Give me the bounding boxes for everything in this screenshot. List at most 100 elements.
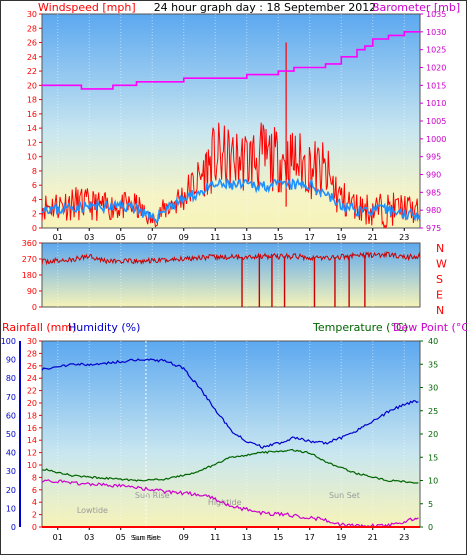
compass-label: N (436, 304, 444, 317)
rainfall-tick-label: 16 (27, 424, 37, 433)
rain-humidity-temperature-panel: 0102030405060708090100024681012141618202… (1, 337, 438, 542)
barometer-tick-label: 1000 (426, 135, 446, 144)
humidity-tick-label: 30 (6, 467, 16, 476)
sun-event-tick-label: Sun Rise (131, 534, 161, 542)
humidity-tick-label: 0 (11, 523, 16, 532)
hour-tick-label: 17 (305, 233, 315, 242)
humidity-tick-label: 50 (6, 430, 16, 439)
temperature-tick-label: 5 (428, 500, 433, 509)
windspeed-tick-label: 18 (27, 96, 37, 105)
dewpoint-axis-title: Dew Point (°C) (393, 321, 467, 334)
compass-label: E (436, 289, 443, 302)
hour-tick-label: 11 (210, 533, 220, 542)
temperature-tick-label: 0 (428, 523, 433, 532)
rainfall-tick-label: 10 (27, 461, 37, 470)
temperature-tick-label: 10 (428, 477, 438, 486)
temperature-tick-label: 15 (428, 453, 438, 462)
hour-tick-label: 01 (53, 233, 63, 242)
plot-annotation: Hightide (208, 498, 242, 507)
rainfall-tick-label: 20 (27, 399, 37, 408)
humidity-axis-title: Humidity (%) (68, 321, 140, 334)
plot-annotation: Sun Rise (135, 491, 170, 500)
plot-annotation: Lowtide (77, 506, 108, 515)
hour-tick-label: 09 (179, 233, 189, 242)
barometer-tick-label: 990 (426, 171, 441, 180)
windspeed-axis-title: Windspeed [mph] (38, 1, 136, 14)
hour-tick-label: 23 (399, 533, 409, 542)
windspeed-tick-label: 16 (27, 110, 37, 119)
rainfall-tick-label: 28 (27, 349, 37, 358)
hour-tick-label: 15 (273, 233, 283, 242)
barometer-tick-label: 1005 (426, 117, 446, 126)
rainfall-tick-label: 18 (27, 411, 37, 420)
windspeed-tick-label: 8 (32, 167, 37, 176)
humidity-tick-label: 10 (6, 504, 16, 513)
barometer-tick-label: 975 (426, 224, 441, 233)
barometer-series (41, 31, 420, 90)
hour-tick-label: 13 (242, 533, 252, 542)
barometer-tick-label: 1030 (426, 28, 446, 37)
humidity-tick-label: 20 (6, 486, 16, 495)
barometer-tick-label: 1020 (426, 64, 446, 73)
hour-tick-label: 13 (242, 233, 252, 242)
barometer-tick-label: 1015 (426, 81, 446, 90)
direction-tick-label: 180 (22, 271, 37, 280)
rainfall-tick-label: 30 (27, 337, 37, 346)
hour-tick-label: 23 (399, 233, 409, 242)
windspeed-tick-label: 20 (27, 81, 37, 90)
rainfall-tick-label: 6 (32, 486, 37, 495)
rainfall-axis-title: Rainfall (mm) (2, 321, 76, 334)
hour-tick-label: 11 (210, 233, 220, 242)
humidity-tick-label: 90 (6, 356, 16, 365)
windspeed-tick-label: 6 (32, 181, 37, 190)
rainfall-tick-label: 22 (27, 387, 37, 396)
hour-tick-label: 05 (116, 233, 126, 242)
compass-label: S (436, 273, 443, 286)
windspeed-tick-label: 2 (32, 210, 37, 219)
plot-area-background (42, 341, 420, 527)
humidity-tick-label: 100 (1, 337, 16, 346)
direction-tick-label: 270 (22, 255, 37, 264)
humidity-tick-label: 60 (6, 411, 16, 420)
humidity-series (41, 358, 419, 449)
hour-tick-label: 01 (53, 533, 63, 542)
hour-tick-label: 09 (179, 533, 189, 542)
direction-tick-label: 360 (22, 239, 37, 248)
rainfall-tick-label: 4 (32, 498, 37, 507)
humidity-tick-label: 80 (6, 374, 16, 383)
humidity-tick-label: 40 (6, 449, 16, 458)
hour-tick-label: 21 (368, 533, 378, 542)
rainfall-tick-label: 0 (32, 523, 37, 532)
barometer-tick-label: 985 (426, 188, 441, 197)
temperature-tick-label: 20 (428, 430, 438, 439)
barometer-tick-label: 995 (426, 153, 441, 162)
wind-barometer-panel: 0246810121416182022242628309759809859909… (27, 10, 447, 242)
barometer-tick-label: 1025 (426, 46, 446, 55)
rainfall-tick-label: 24 (27, 374, 37, 383)
windspeed-tick-label: 4 (32, 195, 37, 204)
windspeed-tick-label: 30 (27, 10, 37, 19)
windspeed-tick-label: 0 (32, 224, 37, 233)
rainfall-tick-label: 14 (27, 436, 37, 445)
temperature-tick-label: 25 (428, 407, 438, 416)
dewpoint-series (41, 479, 419, 529)
barometer-tick-label: 980 (426, 206, 441, 215)
hour-tick-label: 03 (84, 233, 94, 242)
compass-label: N (436, 242, 444, 255)
temperature-tick-label: 35 (428, 360, 438, 369)
windspeed-tick-label: 26 (27, 39, 37, 48)
windspeed-tick-label: 12 (27, 138, 37, 147)
hour-tick-label: 19 (336, 233, 346, 242)
direction-tick-label: 0 (32, 303, 37, 312)
hour-tick-label: 15 (273, 533, 283, 542)
temperature-series (41, 448, 419, 484)
windspeed-tick-label: 22 (27, 67, 37, 76)
chart-title: 24 hour graph day : 18 September 2012 (154, 1, 377, 14)
humidity-tick-label: 70 (6, 393, 16, 402)
sun-event-tick-label: Sun Set (132, 534, 159, 542)
direction-tick-label: 90 (27, 287, 37, 296)
plot-area-background (42, 243, 420, 307)
compass-label: W (436, 258, 447, 271)
